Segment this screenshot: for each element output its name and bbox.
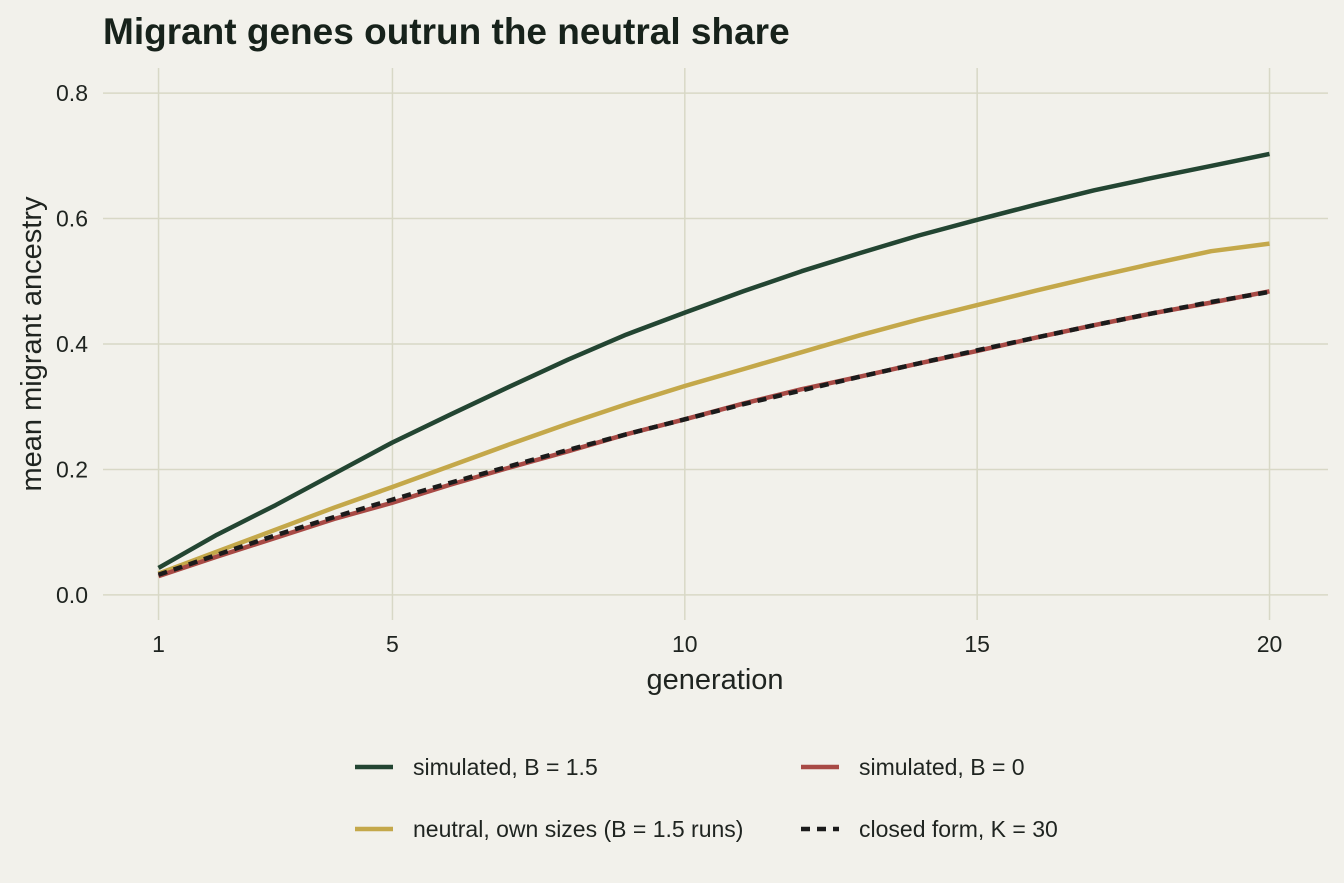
- series-line-1: [157, 151, 1270, 570]
- legend-label-4: closed form, K = 30: [859, 816, 1058, 842]
- y-tick-label: 0.6: [56, 206, 88, 232]
- y-axis-label: mean migrant ancestry: [16, 196, 48, 491]
- x-tick-label: 15: [964, 631, 990, 657]
- x-tick-label: 1: [152, 631, 165, 657]
- grid: [103, 68, 1328, 620]
- x-tick-label: 5: [386, 631, 399, 657]
- legend-label-2: simulated, B = 0: [859, 754, 1025, 780]
- x-axis-label: generation: [646, 664, 783, 696]
- y-tick-label: 0.4: [56, 331, 88, 357]
- y-tick-label: 0.0: [56, 582, 88, 608]
- y-tick-label: 0.2: [56, 456, 88, 482]
- series-line-3: [157, 241, 1270, 576]
- legend: simulated, B = 1.5 simulated, B = 0 neutra…: [355, 754, 1058, 842]
- series-lines: [157, 151, 1270, 579]
- series-line-4: [157, 289, 1270, 577]
- x-tick-labels: 1 5 10 15 20: [152, 631, 1282, 657]
- y-tick-label: 0.8: [56, 80, 88, 106]
- chart-title: Migrant genes outrun the neutral share: [103, 11, 790, 52]
- y-tick-labels: 0.0 0.2 0.4 0.6 0.8: [56, 80, 88, 608]
- x-tick-label: 20: [1257, 631, 1283, 657]
- legend-label-1: simulated, B = 1.5: [413, 754, 598, 780]
- x-tick-label: 10: [672, 631, 698, 657]
- legend-label-3: neutral, own sizes (B = 1.5 runs): [413, 816, 743, 842]
